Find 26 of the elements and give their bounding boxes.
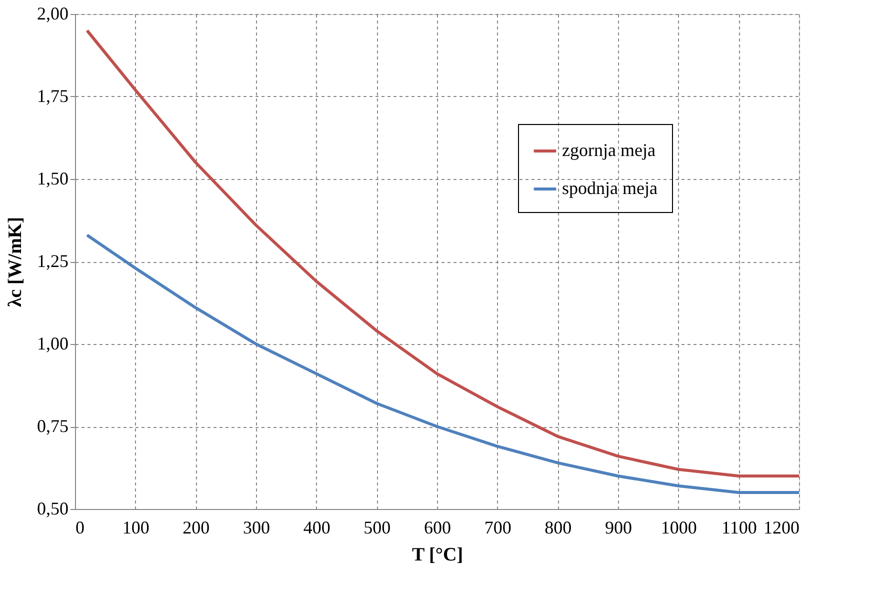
x-tick-label: 400 <box>303 518 330 538</box>
x-tick-label: 700 <box>484 518 512 538</box>
x-tick-label: 1200 <box>764 518 800 538</box>
x-tick-label: 0 <box>76 518 84 538</box>
x-axis-title: T [°C] <box>412 544 464 566</box>
x-tick-label: 600 <box>424 518 451 538</box>
y-tick-label: 1,25 <box>37 251 68 271</box>
legend-label: spodnja meja <box>562 178 658 198</box>
y-tick-label: 1,50 <box>37 168 68 188</box>
y-tick-label: 1,75 <box>37 86 68 106</box>
x-tick-label: 1000 <box>660 518 697 538</box>
y-tick-label: 0,75 <box>37 416 68 436</box>
x-tick-label: 100 <box>122 518 150 538</box>
x-tick-label: 800 <box>544 518 572 538</box>
line-series <box>86 29 799 478</box>
x-tick-label: 1100 <box>721 518 757 538</box>
x-tick-label: 500 <box>364 518 391 538</box>
x-tick-label: 200 <box>182 518 210 538</box>
y-tick-label: 2,00 <box>37 4 68 24</box>
y-tick-label: 1,00 <box>37 334 68 354</box>
y-tick-label: 0,50 <box>37 498 68 518</box>
line-series <box>86 234 799 494</box>
x-tick-label: 900 <box>605 518 632 538</box>
x-tick-label: 300 <box>243 518 270 538</box>
y-axis-title: λc [W/mK] <box>5 216 26 308</box>
legend-label: zgornja meja <box>562 140 656 160</box>
